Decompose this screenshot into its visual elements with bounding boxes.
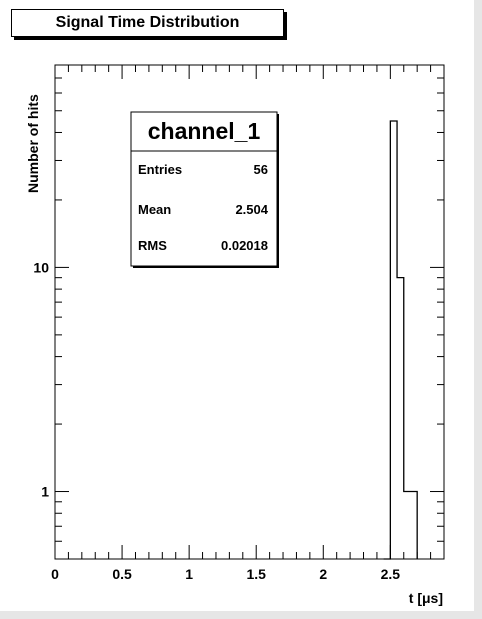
x-tick-label: 1 bbox=[185, 566, 193, 582]
y-axis-label: Number of hits bbox=[25, 94, 41, 193]
histogram-bars bbox=[383, 120, 418, 560]
plot-frame bbox=[54, 64, 445, 560]
x-axis-label: t [μs] bbox=[409, 590, 443, 606]
stats-box-name: channel_1 bbox=[148, 118, 261, 144]
axis-ticks bbox=[54, 64, 445, 560]
x-tick-label: 1.5 bbox=[246, 566, 266, 582]
stats-mean-value: 2.504 bbox=[235, 202, 268, 217]
stats-mean-label: Mean bbox=[138, 202, 171, 217]
stats-entries-value: 56 bbox=[254, 162, 268, 177]
canvas-right-edge bbox=[474, 0, 482, 619]
y-tick-label: 1 bbox=[41, 484, 49, 500]
canvas-bottom-edge bbox=[0, 611, 482, 619]
chart-title-box: Signal Time Distribution bbox=[11, 9, 284, 37]
x-tick-label: 0.5 bbox=[112, 566, 132, 582]
stats-box: channel_1 Entries 56 Mean 2.504 RMS 0.02… bbox=[130, 111, 279, 268]
x-tick-label: 0 bbox=[51, 566, 59, 582]
stats-rms-value: 0.02018 bbox=[221, 238, 268, 253]
axis-tick-labels: 0 0.5 1 1.5 2 2.5 1 10 bbox=[33, 259, 400, 582]
y-tick-label: 10 bbox=[33, 259, 49, 275]
stats-box-frame bbox=[130, 111, 278, 267]
stats-entries-label: Entries bbox=[138, 162, 182, 177]
x-tick-label: 2.5 bbox=[381, 566, 401, 582]
x-tick-label: 2 bbox=[319, 566, 327, 582]
histogram-outline bbox=[383, 120, 418, 560]
chart-title: Signal Time Distribution bbox=[55, 14, 240, 31]
stats-rms-label: RMS bbox=[138, 238, 167, 253]
